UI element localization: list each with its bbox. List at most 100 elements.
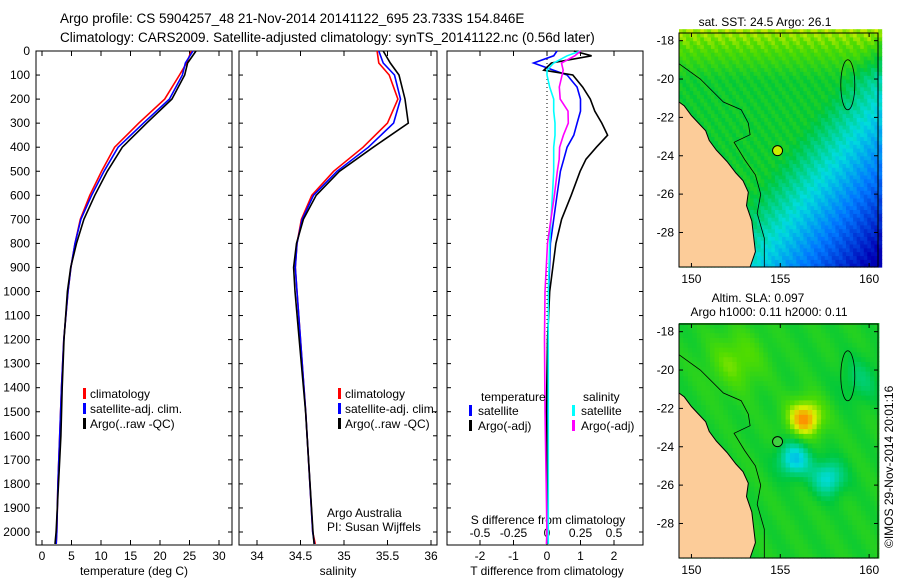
field-cell [781, 375, 787, 382]
field-cell [757, 56, 762, 61]
field-cell [725, 117, 730, 122]
field-cell [853, 217, 858, 222]
field-cell [767, 63, 772, 69]
field-cell [789, 186, 794, 191]
field-cell [753, 36, 758, 42]
field-cell [860, 109, 865, 115]
field-cell [828, 251, 833, 257]
field-cell [782, 132, 787, 138]
field-cell [700, 44, 705, 49]
field-cell [750, 490, 756, 497]
field-cell [842, 251, 847, 257]
field-cell [821, 63, 826, 69]
field-cell [842, 213, 847, 218]
field-cell [741, 366, 747, 372]
field-cell [831, 86, 836, 92]
field-cell [682, 94, 687, 99]
field-cell [782, 113, 787, 118]
field-cell [750, 385, 756, 391]
field-cell [735, 163, 741, 168]
field-cell [774, 263, 780, 268]
field-cell [753, 90, 758, 95]
field-cell [817, 98, 822, 103]
field-cell [853, 140, 858, 145]
field-cell [750, 159, 755, 164]
field-cell [725, 75, 730, 80]
field-cell [683, 347, 689, 353]
field-cell [750, 217, 755, 222]
field-cell [692, 375, 698, 382]
field-cell [759, 390, 764, 396]
field-cell [878, 56, 883, 61]
field-cell [803, 251, 808, 257]
field-cell [867, 155, 872, 161]
field-cell [727, 385, 733, 391]
field-cell [778, 209, 783, 214]
field-cell [771, 186, 776, 191]
field-cell [799, 48, 804, 53]
field-cell [849, 56, 854, 61]
field-cell [821, 244, 826, 249]
field-cell [814, 125, 819, 130]
field-cell [776, 476, 782, 482]
field-cell [860, 167, 865, 172]
field-cell [835, 163, 840, 168]
field-cell [772, 428, 778, 434]
field-cell [792, 125, 797, 130]
field-cell [817, 190, 822, 195]
field-cell [728, 82, 733, 88]
field-cell [803, 217, 808, 222]
field-cell [796, 105, 801, 111]
field-cell [853, 213, 858, 218]
field-cell [785, 194, 790, 199]
field-cell [846, 213, 851, 218]
field-cell [799, 201, 804, 207]
field-cell [757, 75, 762, 80]
field-cell [803, 71, 808, 76]
field-cell [781, 418, 787, 425]
field-cell [874, 224, 879, 230]
field-cell [831, 90, 836, 95]
field-cell [789, 255, 794, 260]
field-cell [792, 201, 797, 207]
field-cell [856, 171, 861, 176]
field-cell [696, 342, 702, 348]
field-cell [810, 132, 815, 138]
field-cell [789, 209, 794, 214]
field-cell [782, 159, 787, 164]
field-cell [763, 490, 769, 497]
field-cell [683, 385, 689, 391]
field-cell [856, 182, 861, 187]
field-cell [796, 140, 801, 145]
field-cell [754, 457, 760, 463]
field-cell [725, 29, 730, 34]
field-cell [767, 347, 773, 353]
field-cell [759, 447, 764, 454]
field-cell [739, 94, 744, 99]
field-cell [842, 56, 847, 61]
field-cell [774, 224, 780, 230]
field-cell [853, 255, 858, 260]
x-tick-label: 35.5 [376, 549, 400, 563]
field-cell [707, 56, 712, 61]
field-cell [863, 67, 868, 72]
field-cell [696, 86, 701, 92]
field-cell [759, 495, 764, 502]
field-cell [746, 171, 751, 176]
field-cell [810, 75, 815, 80]
field-cell [849, 48, 854, 53]
field-cell [846, 140, 851, 145]
field-cell [732, 113, 737, 118]
field-cell [817, 171, 822, 176]
field-cell [824, 29, 829, 34]
field-cell [846, 194, 851, 199]
field-cell [870, 155, 876, 161]
field-cell [750, 163, 755, 168]
field-cell [874, 82, 879, 88]
field-cell [821, 255, 826, 260]
field-cell [778, 224, 783, 230]
field-cell [867, 251, 872, 257]
field-cell [799, 209, 804, 214]
field-cell [838, 63, 844, 69]
field-cell [679, 342, 684, 348]
